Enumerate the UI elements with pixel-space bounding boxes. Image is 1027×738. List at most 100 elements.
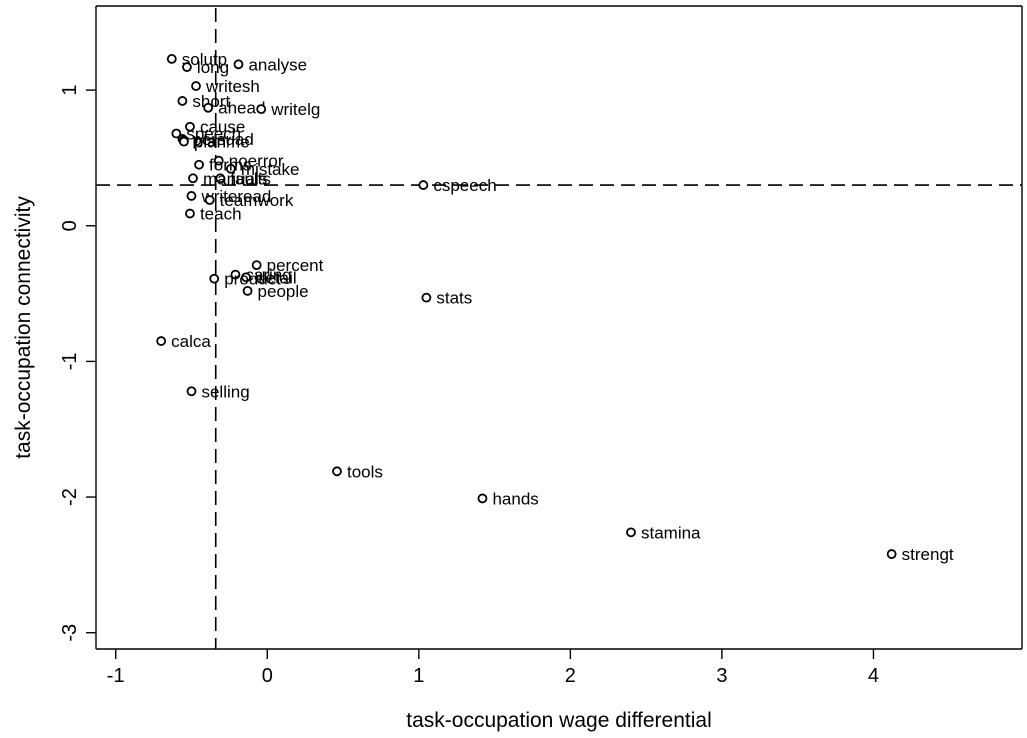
point-marker <box>185 121 195 132</box>
data-point-writesh: writesh <box>191 77 260 96</box>
point-label: forms <box>209 156 252 175</box>
point-label: writelg <box>270 100 320 119</box>
point-label: persuad <box>192 130 253 149</box>
axes: -1 0 1 2 3 4 -3 -2 -1 0 1 <box>59 5 1023 687</box>
x-axis-title: task-occupation wage differential <box>406 709 711 732</box>
point-label: writesh <box>205 77 260 96</box>
point-label: noerror <box>229 152 284 171</box>
point-marker <box>186 191 197 201</box>
data-point-manuals: manuals <box>188 169 267 188</box>
point-marker <box>177 96 188 106</box>
data-point-percent: percent <box>251 256 324 275</box>
point-marker <box>156 336 167 346</box>
point-label: stamina <box>641 523 701 542</box>
data-point-writeread: writeread <box>186 187 271 206</box>
point-marker <box>332 466 342 477</box>
point-label: plan <box>194 131 226 150</box>
data-point-cause: cause <box>185 118 245 137</box>
point-label: mistake <box>241 160 300 179</box>
data-point-analyse: analyse <box>233 55 307 74</box>
point-label: caring <box>245 266 291 285</box>
point-marker <box>251 260 262 270</box>
data-point-long: long <box>182 58 229 77</box>
point-marker <box>230 269 241 280</box>
data-point-ahead: ahead <box>203 99 265 118</box>
point-marker <box>477 493 488 504</box>
point-label: percent <box>267 256 324 275</box>
point-marker <box>215 173 226 184</box>
data-point-short: short <box>177 92 230 111</box>
x-tick-label: -1 <box>107 665 125 687</box>
point-label: short <box>192 92 230 111</box>
point-marker <box>179 136 189 147</box>
point-label: cause <box>200 118 245 137</box>
y-tick-label: -1 <box>59 353 81 371</box>
point-label: analyse <box>248 55 307 74</box>
data-point-selling: selling <box>186 382 250 401</box>
point-marker <box>225 163 236 174</box>
point-marker <box>185 208 195 219</box>
data-point-faults: faults <box>215 169 271 188</box>
data-point-stats: stats <box>421 289 472 308</box>
x-tick-label: 2 <box>565 665 576 687</box>
point-marker <box>233 59 244 70</box>
y-tick-label: 1 <box>59 85 81 96</box>
data-point-stamina: stamina <box>626 523 701 542</box>
data-point-solutp: solutp <box>166 50 227 69</box>
data-point-teamwork: teamwork <box>204 191 294 210</box>
point-label: strengt <box>902 545 954 564</box>
y-axis-title: task-occupation connectivity <box>12 196 35 459</box>
data-point-forms: forms <box>194 156 252 175</box>
data-point-writelg: writelg <box>256 100 320 119</box>
point-label: detail <box>256 268 297 287</box>
point-marker <box>182 62 192 72</box>
data-point-noerror: noerror <box>213 152 284 171</box>
data-point-speech: speech <box>171 125 241 144</box>
point-label: solutp <box>182 50 227 69</box>
point-marker <box>886 549 897 559</box>
x-tick-label: 4 <box>868 665 879 687</box>
point-marker <box>209 273 220 284</box>
point-marker <box>626 527 636 538</box>
data-point-strengt: strengt <box>886 545 954 564</box>
point-label: speech <box>186 125 241 144</box>
point-label: tools <box>347 462 383 481</box>
point-marker <box>166 54 177 64</box>
data-point-caring: caring <box>230 266 292 285</box>
data-point-mistake: mistake <box>225 160 300 179</box>
data-point-cspeech: cspeech <box>418 176 497 195</box>
point-label: teamwork <box>220 191 294 210</box>
point-label: stats <box>436 289 472 308</box>
point-marker <box>186 386 197 397</box>
data-point-product: product <box>209 270 281 289</box>
x-tick-label: 0 <box>262 665 273 687</box>
point-label: hands <box>492 489 538 508</box>
point-label: calca <box>171 332 211 351</box>
point-marker <box>171 128 182 139</box>
data-point-hands: hands <box>477 489 539 508</box>
point-marker <box>421 292 432 303</box>
data-point-calca: calca <box>156 332 211 351</box>
x-tick-label: 1 <box>413 665 424 687</box>
y-tick-label: -2 <box>59 488 81 506</box>
point-label: faults <box>230 169 271 188</box>
data-point-detail: detail <box>241 268 297 287</box>
point-marker <box>191 81 201 91</box>
data-point-tools: tools <box>332 462 383 481</box>
point-label: manuals <box>203 169 267 188</box>
data-point-people: people <box>242 282 309 301</box>
point-marker <box>213 155 224 166</box>
point-marker <box>242 285 253 296</box>
y-tick-label: 0 <box>59 220 81 231</box>
point-label: cspeech <box>433 176 496 195</box>
data-point-planme: planme <box>179 133 250 152</box>
point-label: product <box>224 270 281 289</box>
reference-lines <box>96 8 1022 649</box>
point-marker <box>256 104 267 114</box>
point-marker <box>203 102 214 113</box>
point-label: planme <box>194 133 250 152</box>
point-label: people <box>258 282 309 301</box>
point-label: long <box>197 58 229 77</box>
